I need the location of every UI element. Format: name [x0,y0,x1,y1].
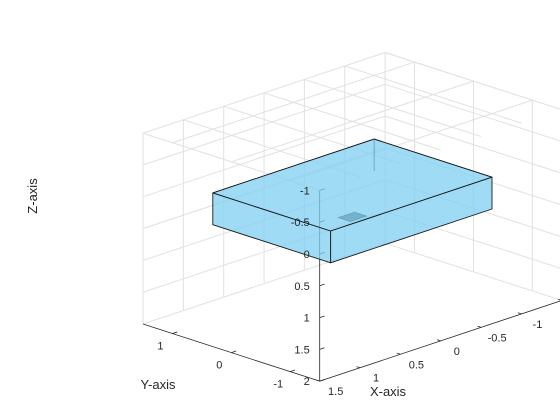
tick-mark [319,315,325,318]
z-tick-label: 0 [304,249,310,261]
tick-mark [396,352,401,355]
tick-mark [558,298,560,301]
z-axis-label: Z-axis [25,178,40,214]
gridline [384,115,560,174]
tick-mark [172,331,178,334]
tick-mark [290,369,296,373]
tick-mark [356,366,361,369]
tick-labels: -1-0.500.511.52-101-1.5-1-0.500.511.5 [157,185,543,398]
tick-mark [319,379,325,382]
z-tick-label: 1 [304,313,310,325]
x-tick-label: -0.5 [488,332,507,344]
tick-mark [517,312,522,315]
y-axis-label: Y-axis [141,377,176,392]
tick-mark [477,325,482,328]
tick-mark [319,283,325,287]
gridline [231,80,474,163]
tick-mark [231,350,237,353]
gridline [384,242,560,301]
y-tick-label: 1 [157,341,163,353]
x-tick-label: 1.5 [328,386,343,398]
box-3d [212,138,493,264]
x-axis-label: X-axis [370,384,407,399]
box-left-face [212,192,332,264]
tick-mark [437,339,441,342]
z-tick-label: 2 [304,376,310,388]
z-tick-label: -1 [300,185,310,197]
y-tick-label: -1 [273,379,283,391]
gridline [384,83,560,142]
z-tick-label: 0.5 [294,281,309,293]
gridline [142,115,386,198]
x-tick-label: 0 [454,346,460,358]
z-tick-label: 1.5 [294,344,309,356]
gridline [142,83,386,166]
x-tick-label: 1 [373,373,379,385]
x-tick-label: -1 [533,319,543,331]
tick-mark [316,379,320,382]
gridline [172,61,415,144]
y-tick-label: 0 [216,360,222,372]
z-tick-label: -0.5 [291,217,310,229]
x-tick-label: 0.5 [409,359,424,371]
tick-mark [319,347,325,350]
